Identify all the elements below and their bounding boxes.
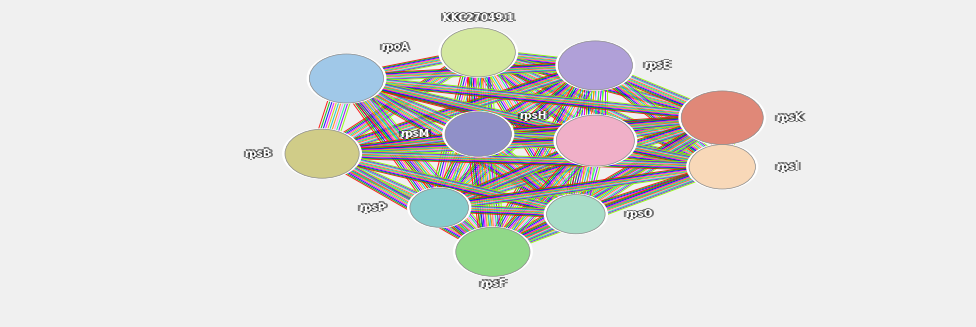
Text: rpsI: rpsI — [773, 162, 795, 172]
Text: rpsK: rpsK — [779, 113, 805, 123]
Text: rpoA: rpoA — [384, 42, 412, 52]
Ellipse shape — [442, 111, 514, 157]
Ellipse shape — [558, 41, 632, 90]
Ellipse shape — [410, 188, 468, 227]
Ellipse shape — [306, 53, 386, 104]
Text: rpsF: rpsF — [480, 279, 506, 289]
Text: rpsI: rpsI — [776, 163, 798, 173]
Text: rpsO: rpsO — [625, 211, 652, 220]
Text: rpsE: rpsE — [647, 60, 673, 70]
Ellipse shape — [678, 90, 766, 146]
Text: rpsB: rpsB — [245, 150, 271, 160]
Text: rpsO: rpsO — [625, 208, 652, 218]
Ellipse shape — [556, 115, 634, 166]
Text: rpsK: rpsK — [776, 113, 802, 123]
Text: rpsM: rpsM — [400, 130, 429, 140]
Text: rpsM: rpsM — [400, 128, 429, 138]
Text: rpsF: rpsF — [477, 279, 503, 289]
Text: rpsH: rpsH — [519, 110, 547, 120]
Text: rpsI: rpsI — [776, 162, 798, 172]
Text: rpsH: rpsH — [519, 112, 547, 122]
Text: rpsE: rpsE — [644, 60, 671, 70]
Text: rpsB: rpsB — [245, 149, 271, 159]
Ellipse shape — [681, 91, 763, 145]
Ellipse shape — [407, 187, 471, 228]
Text: rpsF: rpsF — [483, 279, 508, 289]
Text: rpsF: rpsF — [480, 280, 506, 290]
Text: rpsK: rpsK — [776, 112, 802, 121]
Text: rpsP: rpsP — [356, 203, 383, 213]
Ellipse shape — [686, 144, 758, 190]
Text: rpsO: rpsO — [622, 209, 649, 219]
Text: rpsB: rpsB — [245, 147, 271, 157]
Text: rpsH: rpsH — [519, 111, 547, 121]
Text: KKC27049.1: KKC27049.1 — [443, 14, 513, 24]
Text: rpsF: rpsF — [480, 277, 506, 287]
Text: rpsB: rpsB — [242, 149, 268, 159]
Text: rpoA: rpoA — [381, 41, 409, 51]
Text: rpsI: rpsI — [779, 162, 801, 172]
Text: rpoA: rpoA — [378, 42, 406, 52]
Text: rpsO: rpsO — [625, 209, 652, 219]
Text: rpsK: rpsK — [773, 113, 799, 123]
Ellipse shape — [282, 128, 362, 179]
Ellipse shape — [309, 54, 384, 103]
Text: rpsE: rpsE — [644, 59, 671, 69]
Text: KKC27049.1: KKC27049.1 — [446, 13, 516, 23]
Ellipse shape — [547, 195, 605, 234]
Text: rpsK: rpsK — [776, 114, 802, 124]
Ellipse shape — [445, 112, 511, 156]
Ellipse shape — [438, 27, 518, 78]
Text: rpsE: rpsE — [641, 60, 668, 70]
Text: rpsM: rpsM — [400, 129, 429, 139]
Text: rpsO: rpsO — [628, 209, 655, 219]
Text: rpsH: rpsH — [522, 111, 549, 121]
Text: KKC27049.1: KKC27049.1 — [443, 11, 513, 22]
Ellipse shape — [544, 194, 608, 235]
Text: rpsP: rpsP — [359, 204, 386, 214]
Ellipse shape — [555, 40, 635, 91]
Ellipse shape — [441, 28, 515, 77]
Text: rpsE: rpsE — [644, 62, 671, 72]
Text: rpsP: rpsP — [359, 203, 386, 213]
Text: rpoA: rpoA — [381, 43, 409, 54]
Text: rpsM: rpsM — [397, 129, 427, 139]
Ellipse shape — [689, 145, 755, 189]
Text: rpsP: rpsP — [362, 203, 388, 213]
Text: rpsB: rpsB — [248, 149, 274, 159]
Text: rpsI: rpsI — [776, 161, 798, 170]
Text: KKC27049.1: KKC27049.1 — [443, 13, 513, 23]
Ellipse shape — [456, 227, 530, 276]
Ellipse shape — [453, 226, 533, 277]
Text: rpsP: rpsP — [359, 201, 386, 211]
Ellipse shape — [285, 129, 359, 178]
Text: rpoA: rpoA — [381, 42, 409, 52]
Text: rpsH: rpsH — [516, 111, 544, 121]
Ellipse shape — [553, 114, 637, 167]
Text: rpsM: rpsM — [403, 129, 432, 139]
Text: KKC27049.1: KKC27049.1 — [440, 13, 510, 23]
